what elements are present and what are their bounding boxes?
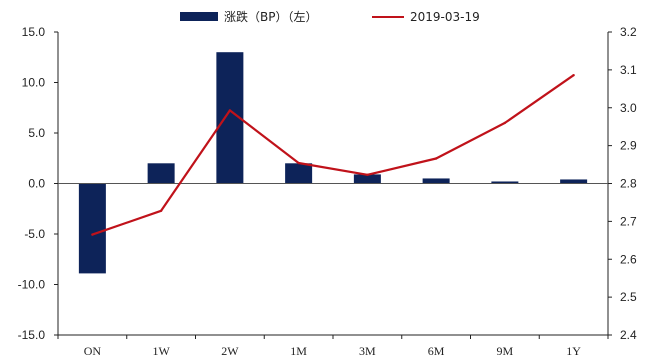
right-tick-label: 2.8: [620, 177, 637, 191]
legend-line-label: 2019-03-19: [410, 10, 480, 24]
line-point: [91, 233, 93, 235]
line-point: [160, 210, 162, 212]
x-tick-label: 2W: [221, 344, 239, 358]
x-tick-label: 1W: [152, 344, 170, 358]
legend-bar-label: 涨跌（BP）（左）: [224, 9, 317, 24]
legend-bar-swatch: [180, 12, 218, 21]
x-tick-label: 6M: [428, 344, 445, 358]
right-tick-label: 3.0: [620, 101, 637, 115]
line-series: [91, 74, 575, 236]
bar-series: [79, 52, 587, 273]
x-axis: ON 1W 2W 1M 3M 6M 9M 1Y: [58, 335, 608, 358]
line-point: [229, 109, 231, 111]
line-point: [297, 162, 299, 164]
left-tick-label: -5.0: [24, 227, 45, 241]
left-tick-label: 10.0: [22, 76, 46, 90]
bar: [560, 179, 587, 183]
right-tick-label: 2.5: [620, 290, 637, 304]
bar: [285, 163, 312, 183]
yield-line: [92, 75, 573, 234]
left-tick-label: 0.0: [28, 177, 45, 191]
right-tick-label: 3.1: [620, 63, 637, 77]
line-point: [504, 122, 506, 124]
left-axis: 15.0 10.0 5.0 0.0 -5.0 -10.0 -15.0: [18, 25, 58, 342]
right-tick-label: 2.7: [620, 214, 637, 228]
x-tick-label: ON: [84, 344, 102, 358]
x-tick-label: 9M: [497, 344, 514, 358]
line-point: [572, 74, 574, 76]
right-tick-label: 2.9: [620, 139, 637, 153]
left-tick-label: 15.0: [22, 25, 46, 39]
bar: [148, 163, 175, 183]
x-tick-label: 1M: [290, 344, 307, 358]
right-tick-label: 3.2: [620, 25, 637, 39]
left-tick-label: 5.0: [28, 126, 45, 140]
x-tick-label: 1Y: [566, 344, 581, 358]
left-tick-label: -10.0: [18, 278, 46, 292]
legend: 涨跌（BP）（左） 2019-03-19: [180, 9, 480, 24]
right-tick-label: 2.6: [620, 252, 637, 266]
right-tick-label: 2.4: [620, 328, 637, 342]
x-tick-label: 3M: [359, 344, 376, 358]
right-axis: 3.2 3.1 3.0 2.9 2.8 2.7 2.6 2.5 2.4: [608, 25, 637, 342]
left-tick-label: -15.0: [18, 328, 46, 342]
bar: [79, 184, 106, 274]
bar: [423, 178, 450, 183]
line-point: [435, 157, 437, 159]
line-point: [366, 174, 368, 176]
